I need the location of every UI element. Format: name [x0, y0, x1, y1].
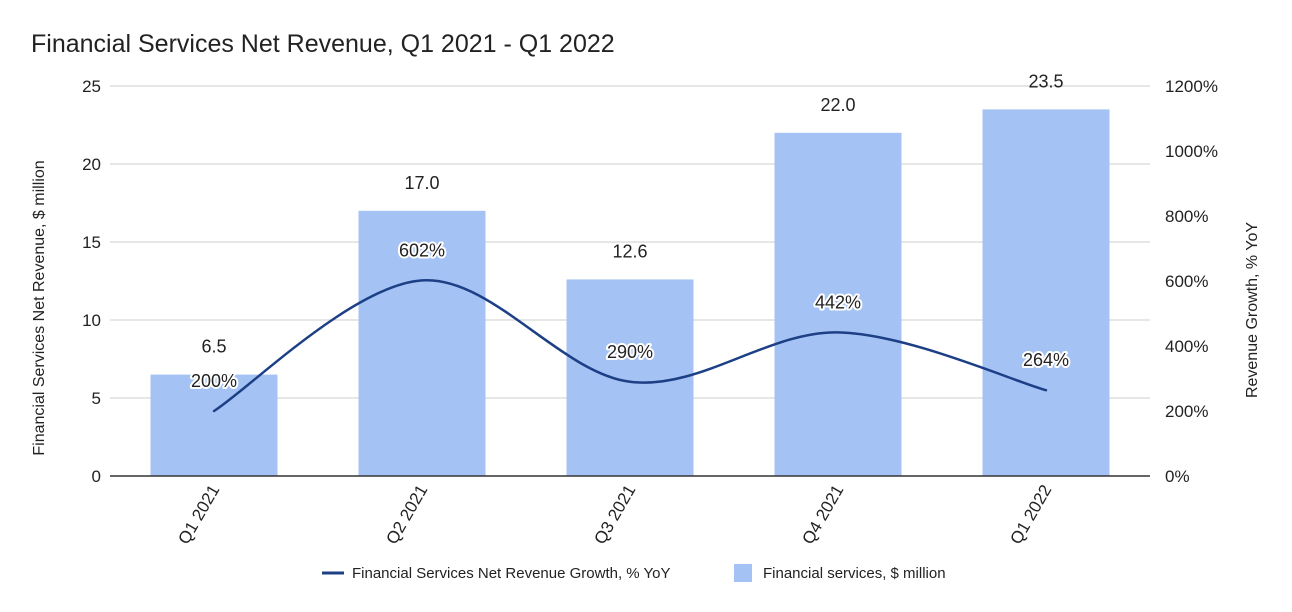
legend-bar-swatch	[734, 564, 752, 582]
y-tick-label-left: 0	[92, 467, 101, 486]
growth-line	[212, 279, 1048, 413]
y-tick-label-right: 800%	[1165, 207, 1208, 226]
legend: Financial Services Net Revenue Growth, %…	[322, 564, 946, 582]
line-series	[212, 279, 1048, 413]
bar-series	[150, 109, 1110, 477]
bar	[150, 374, 278, 476]
bar	[566, 279, 694, 476]
bar-value-label: 12.6	[612, 241, 647, 261]
line-value-label: 290%	[607, 342, 653, 362]
y-tick-label-right: 1000%	[1165, 142, 1218, 161]
x-tick-label: Q1 2022	[1006, 482, 1055, 548]
y-axis-left: 0 5 10 15 20 25	[82, 77, 101, 486]
y-axis-right: 0% 200% 400% 600% 800% 1000% 1200%	[1165, 77, 1218, 486]
y-tick-label-right: 600%	[1165, 272, 1208, 291]
line-value-label: 442%	[815, 292, 861, 312]
x-tick-label: Q4 2021	[798, 482, 847, 548]
y-axis-left-title: Financial Services Net Revenue, $ millio…	[31, 160, 48, 455]
legend-label-growth: Financial Services Net Revenue Growth, %…	[352, 565, 671, 582]
chart-title: Financial Services Net Revenue, Q1 2021 …	[31, 30, 615, 58]
y-axis-right-title: Revenue Growth, % YoY	[1244, 222, 1261, 398]
x-tick-label: Q1 2021	[174, 482, 223, 548]
bar-value-label: 17.0	[404, 173, 439, 193]
line-value-label: 602%	[399, 240, 445, 260]
line-value-label: 200%	[191, 371, 237, 391]
x-tick-label: Q2 2021	[382, 482, 431, 548]
bar	[358, 210, 486, 477]
bar-value-label: 22.0	[820, 95, 855, 115]
y-tick-label-left: 5	[92, 389, 101, 408]
x-tick-label: Q3 2021	[590, 482, 639, 548]
y-tick-label-right: 0%	[1165, 467, 1190, 486]
bar-value-label: 6.5	[201, 337, 226, 357]
bar	[774, 132, 902, 477]
y-tick-label-left: 10	[82, 311, 101, 330]
x-axis-ticks: Q1 2021 Q2 2021 Q3 2021 Q4 2021 Q1 2022	[174, 482, 1055, 548]
y-tick-label-right: 1200%	[1165, 77, 1218, 96]
data-labels: 6.5 17.0 12.6 22.0 23.5 200% 602% 290% 442% 264%	[189, 71, 1071, 393]
y-tick-label-right: 400%	[1165, 337, 1208, 356]
legend-label-revenue: Financial services, $ million	[763, 565, 946, 582]
y-tick-label-left: 20	[82, 155, 101, 174]
bar-value-label: 23.5	[1028, 71, 1063, 91]
gridlines	[110, 85, 1150, 399]
y-tick-label-right: 200%	[1165, 402, 1208, 421]
bar	[982, 109, 1110, 477]
y-tick-label-left: 15	[82, 233, 101, 252]
line-value-label: 264%	[1023, 350, 1069, 370]
y-tick-label-left: 25	[82, 77, 101, 96]
